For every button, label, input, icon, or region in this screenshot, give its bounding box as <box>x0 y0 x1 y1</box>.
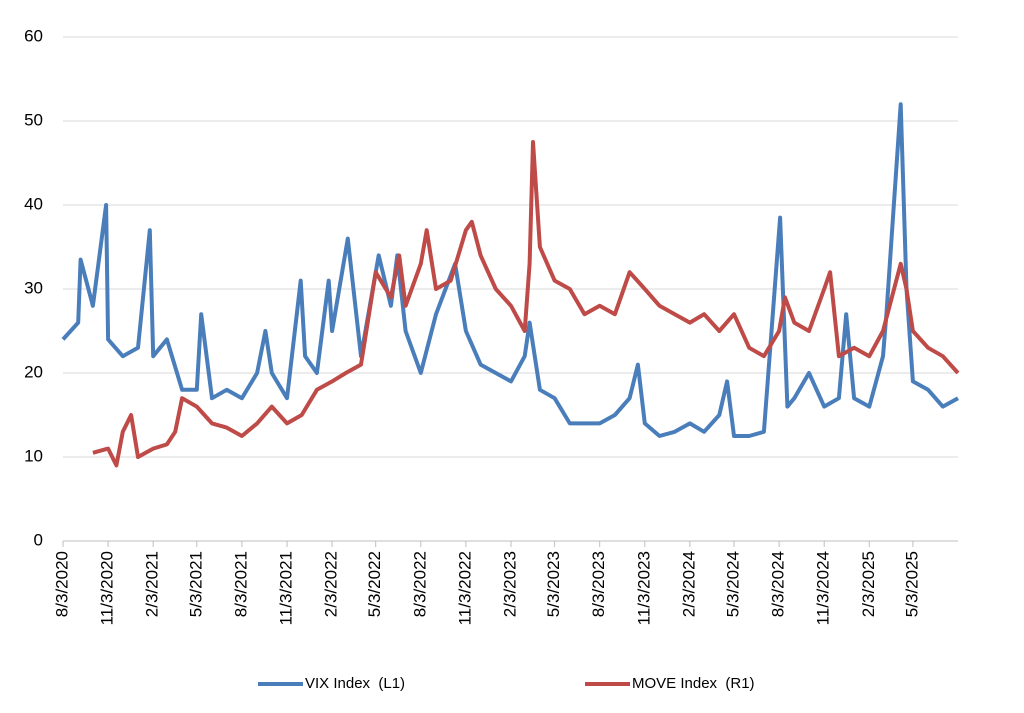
x-tick-label: 11/3/2022 <box>455 551 474 625</box>
legend-label: MOVE Index (R1) <box>632 675 755 692</box>
x-tick-label: 5/3/2021 <box>186 551 205 617</box>
x-tick-label: 5/3/2023 <box>544 551 563 617</box>
x-tick-label: 5/3/2024 <box>723 551 742 617</box>
legend-label: VIX Index (L1) <box>305 675 405 692</box>
y-tick-label: 0 <box>34 530 43 549</box>
y-tick-label: 10 <box>24 446 43 465</box>
x-tick-label: 2/3/2022 <box>322 551 341 617</box>
x-tick-label: 5/3/2022 <box>365 551 384 617</box>
x-tick-label: 11/3/2021 <box>276 551 295 625</box>
x-tick-label: 5/3/2025 <box>902 551 921 617</box>
x-tick-label: 2/3/2023 <box>500 551 519 617</box>
y-tick-label: 40 <box>24 194 43 213</box>
x-tick-label: 2/3/2024 <box>679 551 698 617</box>
x-tick-label: 11/3/2024 <box>814 551 833 625</box>
x-tick-label: 2/3/2025 <box>859 551 878 617</box>
x-tick-label: 8/3/2024 <box>769 551 788 617</box>
x-tick-label: 8/3/2020 <box>52 551 71 617</box>
x-tick-label: 11/3/2020 <box>98 551 117 625</box>
x-tick-label: 11/3/2023 <box>634 551 653 625</box>
y-tick-label: 30 <box>24 278 43 297</box>
series-line <box>61 102 959 438</box>
y-tick-label: 50 <box>24 110 43 129</box>
series-line <box>92 140 960 468</box>
x-tick-label: 8/3/2021 <box>231 551 250 617</box>
y-tick-label: 20 <box>24 362 43 381</box>
y-tick-label: 60 <box>24 26 43 45</box>
x-tick-label: 8/3/2022 <box>410 551 429 617</box>
x-tick-label: 2/3/2021 <box>143 551 162 617</box>
x-tick-label: 8/3/2023 <box>589 551 608 617</box>
